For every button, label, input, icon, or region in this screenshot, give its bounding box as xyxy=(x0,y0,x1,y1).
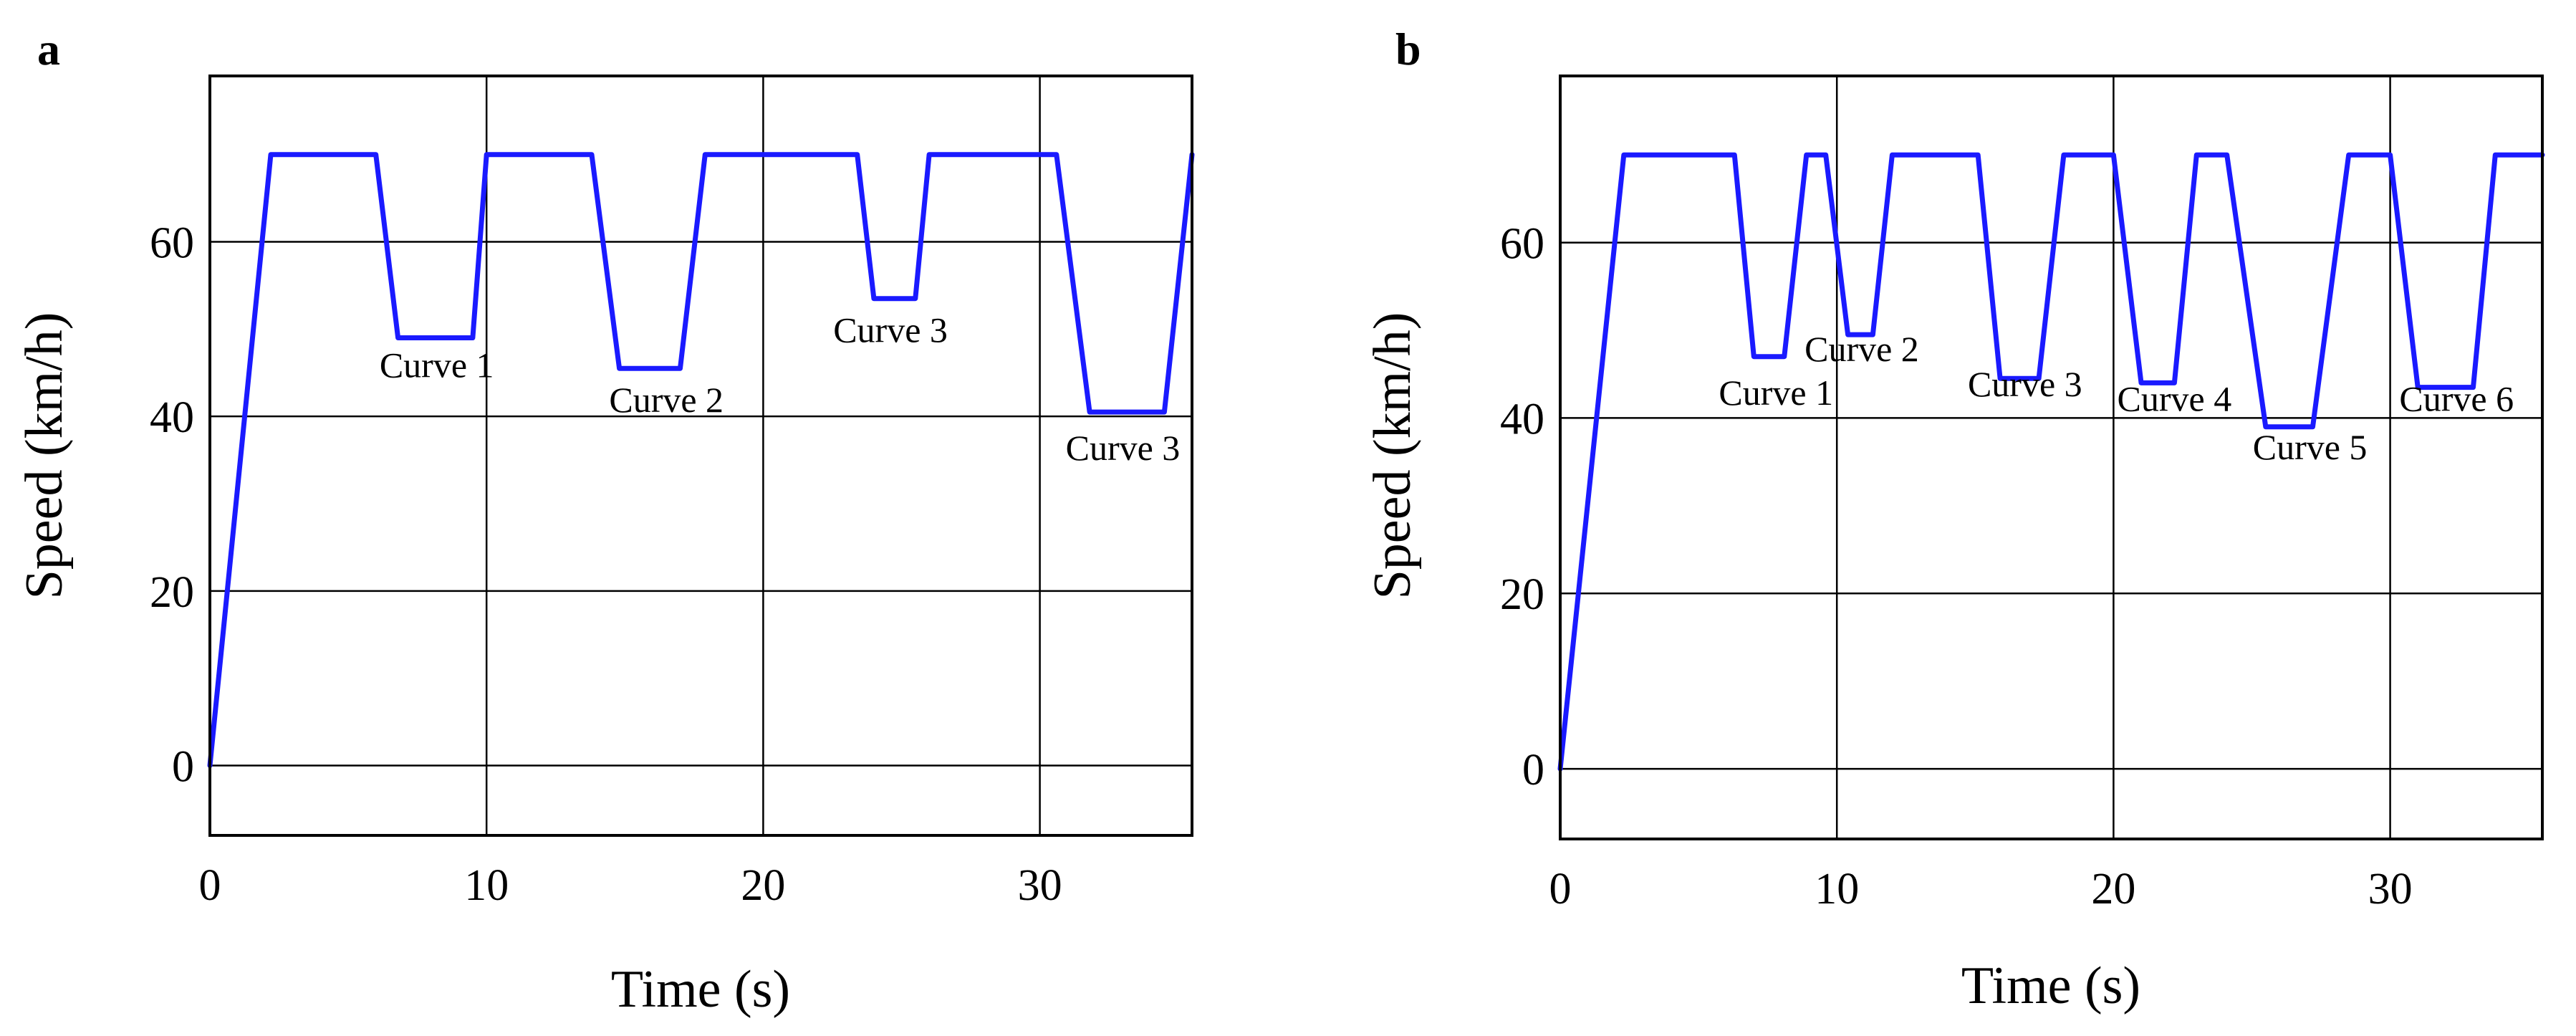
panel-a-annotation-4: Curve 3 xyxy=(1066,428,1181,468)
panel-b-speed-line xyxy=(1557,152,2545,772)
panel-a-x-tick-label-3: 30 xyxy=(1018,861,1062,910)
panel-a-frame xyxy=(208,75,1193,837)
panel-a-y-tick-label-3: 60 xyxy=(150,219,194,267)
panel-b-x-tick-label-1: 10 xyxy=(1815,865,1859,913)
panel-b-frame xyxy=(1559,75,2544,840)
panel-b-annotation-3: Curve 3 xyxy=(1968,364,2082,404)
panel-a-annotations: Curve 1 Curve 2 Curve 3 Curve 3 xyxy=(380,310,1180,468)
panel-b-y-tick-label-1: 20 xyxy=(1500,570,1544,619)
panel-a-x-tick-label-2: 20 xyxy=(741,861,785,910)
panel-b-annotation-1: Curve 1 xyxy=(1719,373,1833,413)
panel-b-x-tick-label-3: 30 xyxy=(2368,865,2413,913)
panel-b-annotation-4: Curve 4 xyxy=(2118,379,2232,419)
panel-b-x-axis-label: Time (s) xyxy=(1961,956,2140,1015)
panel-b-annotation-6: Curve 6 xyxy=(2399,379,2514,419)
panel-b-y-ticks: 0 20 40 60 xyxy=(1500,220,1544,795)
panel-b-y-tick-label-0: 0 xyxy=(1522,746,1544,795)
panel-b-letter: b xyxy=(1395,24,1421,75)
panel-a-y-axis-label: Speed (km/h) xyxy=(15,312,74,600)
panel-b-x-tick-label-0: 0 xyxy=(1549,865,1572,913)
panel-a-x-tick-label-1: 10 xyxy=(464,861,509,910)
panel-b-x-ticks: 0 10 20 30 xyxy=(1549,865,2413,913)
panel-b-y-tick-label-3: 60 xyxy=(1500,220,1544,269)
panel-a-x-axis-label: Time (s) xyxy=(611,960,790,1019)
panel-b-annotation-2: Curve 2 xyxy=(1804,329,1919,369)
panel-a: a Curve 1 Curve 2 Curve 3 Curve 3 0 10 20 30 0… xyxy=(15,24,1195,1019)
panel-b-x-tick-label-2: 20 xyxy=(2091,865,2135,913)
panel-b-annotation-5: Curve 5 xyxy=(2253,427,2368,467)
panel-a-speed-line xyxy=(207,152,1195,768)
panel-a-annotation-2: Curve 2 xyxy=(609,380,724,420)
panel-a-y-tick-label-1: 20 xyxy=(150,568,194,617)
panel-a-y-ticks: 0 20 40 60 xyxy=(150,219,194,791)
panel-a-y-tick-label-0: 0 xyxy=(172,743,194,792)
panel-a-annotation-1: Curve 1 xyxy=(380,345,494,385)
panel-a-grid xyxy=(210,76,1192,835)
panel-a-x-tick-label-0: 0 xyxy=(199,861,221,910)
panel-b-grid xyxy=(1560,76,2542,839)
panel-a-y-tick-label-2: 40 xyxy=(150,393,194,442)
panel-b-y-axis-label: Speed (km/h) xyxy=(1363,312,1422,600)
panel-a-x-ticks: 0 10 20 30 xyxy=(199,861,1062,910)
panel-b-y-tick-label-2: 40 xyxy=(1500,395,1544,443)
panel-a-letter: a xyxy=(37,24,60,75)
panel-a-annotation-3: Curve 3 xyxy=(833,310,948,350)
